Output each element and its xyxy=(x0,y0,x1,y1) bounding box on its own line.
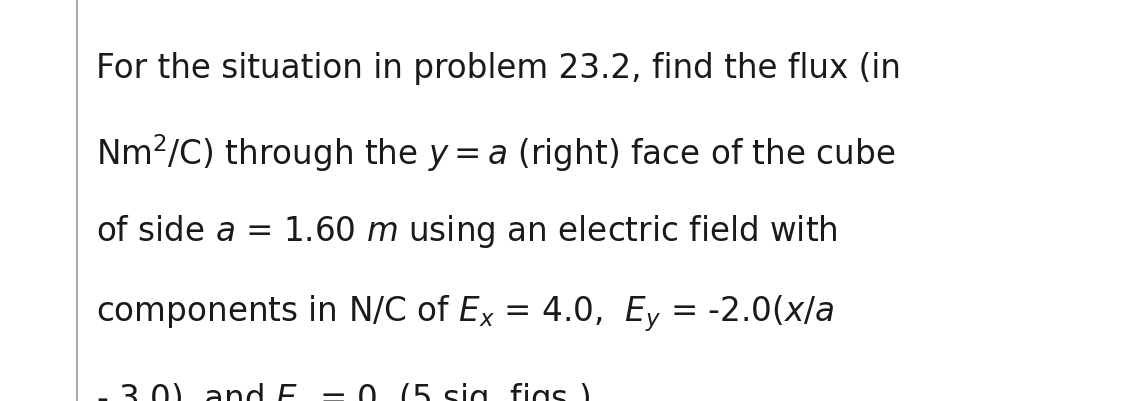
Text: $\mathrm{Nm^2/C)}$ through the $y = a$ (right) face of the cube: $\mathrm{Nm^2/C)}$ through the $y = a$ (… xyxy=(96,132,896,174)
Text: components in N/C of $E_x$ = 4.0,  $E_y$ = -2.0($x$/$a$: components in N/C of $E_x$ = 4.0, $E_y$ … xyxy=(96,293,834,334)
Text: For the situation in problem 23.2, find the flux (in: For the situation in problem 23.2, find … xyxy=(96,52,900,85)
Text: - 3.0), and $E_z$ = 0. (5 sig. figs.): - 3.0), and $E_z$ = 0. (5 sig. figs.) xyxy=(96,381,590,401)
Text: of side $a$ = 1.60 $m$ using an electric field with: of side $a$ = 1.60 $m$ using an electric… xyxy=(96,213,837,249)
